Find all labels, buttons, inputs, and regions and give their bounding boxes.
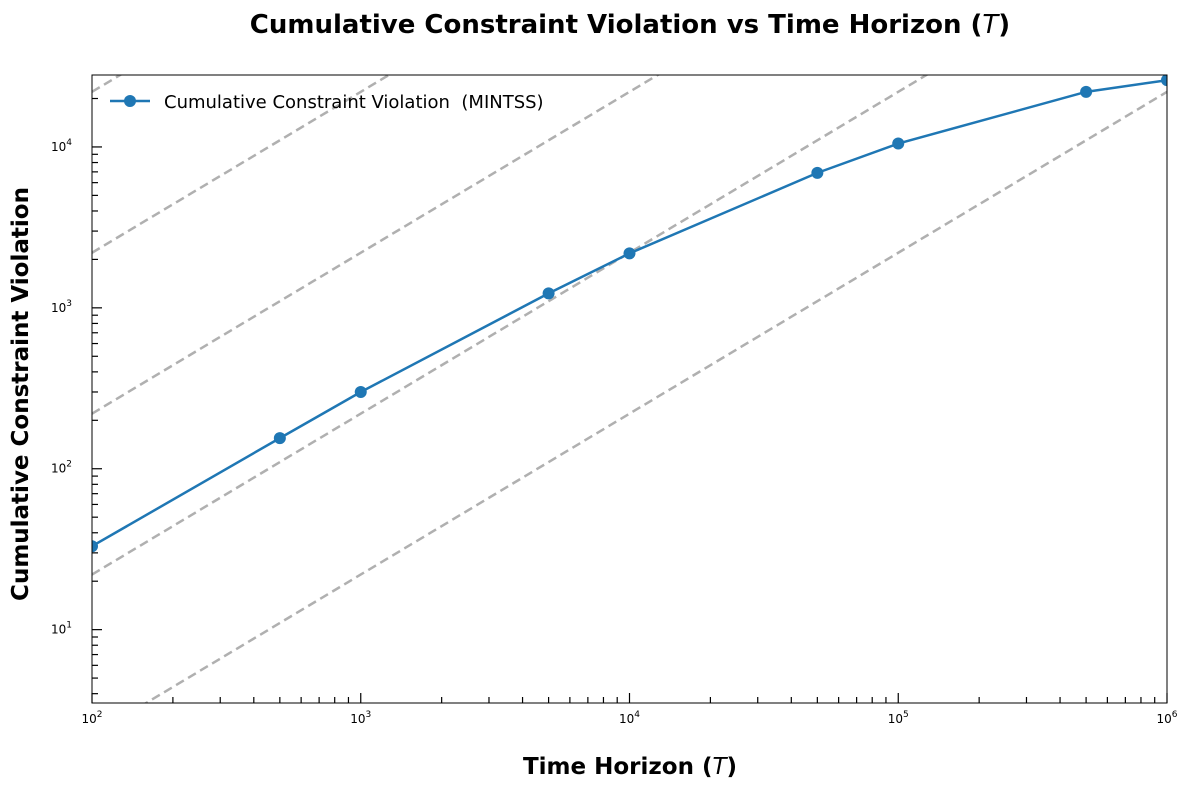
y-tick-label-base: 10 bbox=[51, 462, 66, 476]
y-tick-label-exponent: 4 bbox=[66, 138, 72, 148]
x-tick-label-base: 10 bbox=[350, 712, 365, 726]
y-tick-label-exponent: 2 bbox=[66, 460, 72, 470]
reference-lines bbox=[92, 75, 1167, 703]
x-tick-label-exponent: 3 bbox=[366, 710, 372, 720]
y-tick-label-exponent: 1 bbox=[66, 621, 72, 631]
chart-title-main: Cumulative Constraint Violation vs Time … bbox=[250, 10, 983, 40]
x-tick-label: 102 bbox=[81, 710, 102, 726]
x-tick-label-base: 10 bbox=[888, 712, 903, 726]
x-tick-label-base: 10 bbox=[1156, 712, 1171, 726]
x-axis: 102 103 104 105 106 bbox=[81, 693, 1178, 726]
x-axis-label-paren: ) bbox=[727, 754, 738, 780]
y-tick-label: 102 bbox=[51, 460, 72, 476]
x-tick-label: 104 bbox=[619, 710, 640, 726]
x-tick-label: 106 bbox=[1156, 710, 1177, 726]
x-tick-label-exponent: 5 bbox=[903, 710, 909, 720]
y-tick-label: 101 bbox=[51, 621, 72, 637]
y-tick-label-base: 10 bbox=[51, 140, 66, 154]
data-point bbox=[811, 166, 824, 179]
data-point bbox=[273, 432, 286, 445]
x-tick-label-base: 10 bbox=[81, 712, 96, 726]
x-tick-label-exponent: 2 bbox=[97, 710, 103, 720]
data-point bbox=[354, 385, 367, 398]
x-tick-label: 105 bbox=[888, 710, 909, 726]
series-layer bbox=[92, 75, 1167, 553]
y-tick-label: 104 bbox=[51, 138, 72, 154]
data-point bbox=[892, 137, 905, 150]
x-tick-label-base: 10 bbox=[619, 712, 634, 726]
data-point bbox=[1161, 75, 1167, 87]
data-point bbox=[542, 287, 555, 300]
legend-label: Cumulative Constraint Violation (MINTSS) bbox=[164, 92, 544, 113]
reference-line bbox=[92, 75, 661, 415]
x-tick-label-exponent: 6 bbox=[1172, 710, 1178, 720]
chart-title-paren: ) bbox=[998, 10, 1010, 40]
x-tick-label: 103 bbox=[350, 710, 371, 726]
legend-marker-sample bbox=[124, 95, 136, 107]
reference-line bbox=[143, 90, 1167, 703]
reference-line bbox=[92, 75, 929, 576]
y-tick-label-base: 10 bbox=[51, 623, 66, 637]
data-point bbox=[623, 247, 636, 260]
plot-area-frame bbox=[91, 74, 1168, 704]
x-axis-label: Time Horizon (T) bbox=[523, 754, 737, 780]
x-tick-label-exponent: 4 bbox=[634, 710, 640, 720]
y-tick-label-exponent: 3 bbox=[66, 299, 72, 309]
chart-title-variable: T bbox=[982, 10, 1000, 40]
y-tick-label-base: 10 bbox=[51, 301, 66, 315]
legend: Cumulative Constraint Violation (MINTSS) bbox=[110, 92, 544, 113]
y-tick-label: 103 bbox=[51, 299, 72, 315]
x-axis-label-variable: T bbox=[712, 754, 728, 780]
data-point bbox=[92, 540, 98, 553]
x-axis-label-main: Time Horizon ( bbox=[523, 754, 713, 780]
series-line bbox=[92, 78, 1167, 548]
data-point bbox=[1080, 85, 1093, 98]
y-axis-label: Cumulative Constraint Violation bbox=[8, 187, 34, 601]
chart-title: Cumulative Constraint Violation vs Time … bbox=[250, 10, 1010, 40]
